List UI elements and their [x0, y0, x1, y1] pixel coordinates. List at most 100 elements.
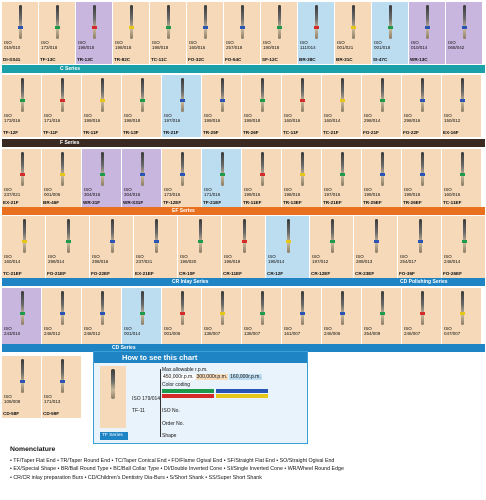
iso-number: ISO 160/016 — [444, 187, 461, 197]
iso-number: ISO 198/018 — [284, 187, 301, 197]
grit-band — [139, 312, 145, 315]
order-number: BR-31C — [336, 57, 353, 62]
bur-icon — [20, 152, 24, 186]
bur-icon — [460, 152, 464, 186]
iso-number: ISO 160/016 — [189, 40, 206, 50]
iso-number: ISO 138/007 — [244, 326, 261, 336]
bur-icon — [66, 219, 70, 253]
iso-number: ISO 199/018 — [244, 113, 261, 123]
iso-number: ISO 171/013 — [44, 394, 61, 404]
iso-number: ISO 001/018 — [374, 40, 391, 50]
bur-icon — [380, 291, 384, 325]
iso-number: ISO 001/006 — [44, 187, 61, 197]
nomenclature-title: Nomenclature — [10, 446, 56, 453]
order-number: EX-16F — [443, 130, 459, 135]
legend-color-coding: Color coding — [162, 382, 191, 388]
order-number: FO-32C — [188, 57, 205, 62]
grit-band — [19, 380, 25, 383]
bur-icon — [20, 359, 24, 393]
order-number: SF-12C — [262, 57, 278, 62]
tile-row-cr-series: ISO 160/014 TC-21EF ISO 298/014 FO-21EF ISO 298… — [2, 216, 486, 278]
grit-band — [339, 99, 345, 102]
iso-number: ISO 199/016 — [244, 187, 261, 197]
bur-icon — [180, 78, 184, 112]
bur-icon — [300, 78, 304, 112]
series-bar-cr: CR Inlay Series — [2, 278, 485, 286]
legend-order-value: TF-11 — [132, 408, 145, 414]
iso-number: ISO 111/014 — [300, 40, 316, 50]
iso-number: ISO 019/010 — [4, 40, 21, 50]
legend-series-badge: TF Series — [100, 432, 128, 440]
legend-leader-lines — [126, 369, 161, 437]
order-number: WR-31F — [83, 200, 101, 205]
grit-band — [59, 380, 65, 383]
iso-number: ISO 248/012 — [44, 326, 61, 336]
grit-band — [179, 312, 185, 315]
order-number: CR-23EF — [355, 271, 375, 276]
bur-tile: ISO 160/014 TC-21F — [322, 75, 362, 137]
iso-number: ISO 173/016 — [164, 187, 181, 197]
legend-panel: How to see this chart TF Series ISO 179/… — [93, 351, 308, 444]
bur-icon — [340, 291, 344, 325]
bur-tile: ISO 160/016 TC-11EF — [442, 149, 482, 207]
bur-icon — [380, 152, 384, 186]
bur-tile: ISO 298/014 FO-21F — [362, 75, 402, 137]
grit-band — [197, 240, 203, 243]
grit-band — [285, 240, 291, 243]
bur-tile: ISO 001/021 BR-31C — [335, 2, 372, 64]
tile-row-ef-series: ISO 237/021 EX-21F ISO 001/006 BR-46F ISO 304/0… — [2, 149, 482, 207]
grit-band — [92, 26, 97, 29]
grit-band — [241, 240, 247, 243]
grit-band — [219, 173, 225, 176]
bur-icon — [204, 5, 207, 39]
iso-number: ISO 304/016 — [124, 187, 141, 197]
grit-band — [21, 240, 27, 243]
bur-icon — [460, 78, 464, 112]
bur-icon — [22, 219, 26, 253]
grit-band — [425, 26, 430, 29]
bur-icon — [140, 78, 144, 112]
tile-row-cd-series: ISO 108/008 CD-58F ISO 171/013 CD-59F — [2, 356, 82, 418]
iso-number: ISO 001/021 — [337, 40, 354, 50]
iso-number: ISO 197/016 — [324, 187, 341, 197]
swatch-extra-fine — [216, 394, 268, 398]
bur-icon — [140, 152, 144, 186]
order-number: DI-SS41 — [3, 57, 21, 62]
grit-band — [55, 26, 60, 29]
series-bar-cd: CD Series — [2, 344, 485, 352]
iso-number: ISO 171/016 — [204, 187, 221, 197]
iso-number: ISO 298/014 — [364, 113, 381, 123]
iso-number: ISO 197/016 — [164, 113, 181, 123]
bur-icon — [420, 152, 424, 186]
legend-rpm-row: 450,000r.p.m. 300,000r.p.m. 160,000r.p.m… — [162, 374, 262, 380]
bur-tile: ISO 298/014 FO-21EF — [46, 216, 90, 278]
bur-icon — [242, 219, 246, 253]
iso-number: ISO 173/016 — [4, 113, 21, 123]
bur-tile: ISO 254/017 FO-36F — [398, 216, 442, 278]
legend-title: How to see this chart — [94, 352, 307, 363]
bur-tile: ISO 298/016 FO-22F — [402, 75, 442, 137]
bur-tile: ISO 195/014 CR-12F — [266, 216, 310, 278]
grit-band — [299, 99, 305, 102]
bur-tile: ISO 019/010 DI-SS41 — [2, 2, 39, 64]
grit-band — [299, 312, 305, 315]
order-number: FO-26EF — [443, 271, 462, 276]
grit-band — [419, 312, 425, 315]
grit-band — [277, 26, 282, 29]
iso-number: ISO 190/018 — [263, 40, 280, 50]
iso-number: ISO 304/016 — [84, 187, 101, 197]
order-number: TF-13C — [40, 57, 56, 62]
iso-number: ISO 254/017 — [400, 254, 417, 264]
order-number: WR-13C — [410, 57, 428, 62]
bur-tile: ISO 108/008 CD-58F — [2, 356, 42, 418]
bur-icon — [56, 5, 59, 39]
grit-band — [18, 26, 23, 29]
order-number: FO-21EF — [47, 271, 66, 276]
iso-number: ISO 248/014 — [444, 254, 461, 264]
bur-tile: ISO 198/018 TR-13C — [76, 2, 113, 64]
bur-icon — [300, 291, 304, 325]
swatch-fine — [162, 394, 214, 398]
iso-number: ISO 173/018 — [41, 40, 58, 50]
